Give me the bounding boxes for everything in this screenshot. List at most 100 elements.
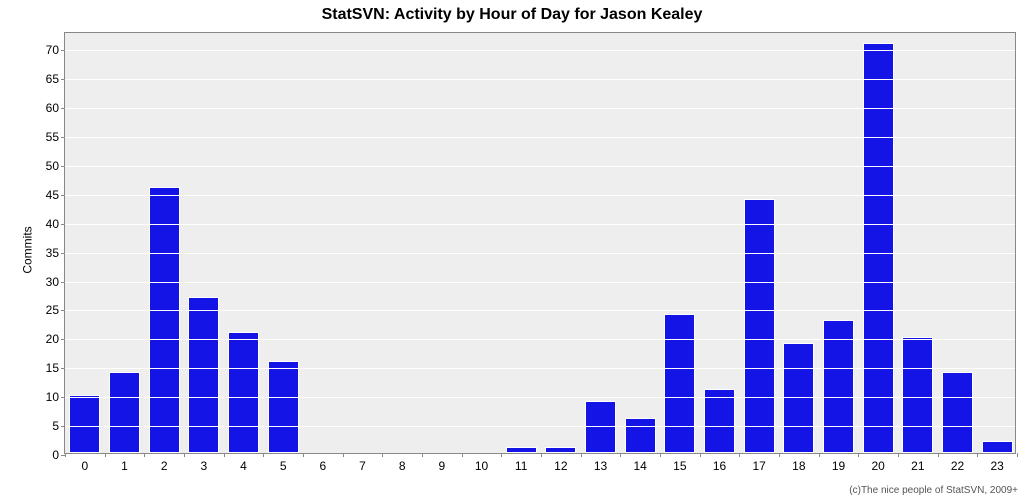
x-tick-label: 18 [792, 459, 805, 473]
y-tick-label: 60 [46, 101, 65, 115]
gridline [65, 397, 1015, 398]
bar [982, 441, 1013, 453]
y-tick-label: 10 [46, 390, 65, 404]
x-tick-label: 1 [121, 459, 128, 473]
x-tick-mark [422, 453, 423, 457]
y-tick-label: 0 [52, 448, 65, 462]
x-tick-mark [224, 453, 225, 457]
credit-text: (c)The nice people of StatSVN, 2009+ [849, 485, 1018, 496]
activity-by-hour-chart: StatSVN: Activity by Hour of Day for Jas… [0, 0, 1024, 500]
x-tick-label: 7 [359, 459, 366, 473]
bar [744, 199, 775, 453]
bar [228, 332, 259, 453]
y-tick-label: 25 [46, 303, 65, 317]
bar [942, 372, 973, 453]
x-tick-label: 17 [752, 459, 765, 473]
x-tick-label: 20 [871, 459, 884, 473]
gridline [65, 455, 1015, 456]
y-axis-label: Commits [21, 226, 35, 273]
x-tick-mark [144, 453, 145, 457]
bar [545, 447, 576, 453]
x-tick-mark [819, 453, 820, 457]
x-tick-label: 8 [399, 459, 406, 473]
x-tick-mark [938, 453, 939, 457]
x-tick-mark [660, 453, 661, 457]
x-tick-mark [1017, 453, 1018, 457]
x-tick-mark [501, 453, 502, 457]
y-tick-label: 35 [46, 246, 65, 260]
gridline [65, 50, 1015, 51]
y-tick-label: 70 [46, 43, 65, 57]
bar [188, 297, 219, 453]
bar [625, 418, 656, 453]
gridline [65, 166, 1015, 167]
x-tick-label: 9 [438, 459, 445, 473]
bar [109, 372, 140, 453]
x-tick-mark [382, 453, 383, 457]
x-tick-label: 3 [200, 459, 207, 473]
y-tick-label: 50 [46, 159, 65, 173]
y-tick-label: 15 [46, 361, 65, 375]
gridline [65, 368, 1015, 369]
y-tick-label: 40 [46, 217, 65, 231]
x-tick-label: 16 [713, 459, 726, 473]
gridline [65, 137, 1015, 138]
x-tick-label: 12 [554, 459, 567, 473]
x-tick-label: 4 [240, 459, 247, 473]
x-tick-mark [263, 453, 264, 457]
x-tick-label: 13 [594, 459, 607, 473]
gridline [65, 426, 1015, 427]
x-tick-label: 19 [832, 459, 845, 473]
x-tick-label: 14 [633, 459, 646, 473]
y-tick-label: 65 [46, 72, 65, 86]
x-tick-label: 11 [515, 459, 527, 473]
chart-title: StatSVN: Activity by Hour of Day for Jas… [0, 6, 1024, 24]
bar [902, 337, 933, 453]
gridline [65, 108, 1015, 109]
x-tick-mark [184, 453, 185, 457]
bar [149, 187, 180, 453]
x-tick-label: 23 [990, 459, 1003, 473]
bars-container [65, 33, 1015, 453]
bar [268, 361, 299, 453]
x-tick-label: 10 [475, 459, 488, 473]
x-tick-label: 0 [81, 459, 88, 473]
x-tick-label: 6 [319, 459, 326, 473]
y-tick-label: 30 [46, 275, 65, 289]
plot-area: 0510152025303540455055606570012345678910… [64, 32, 1016, 454]
x-tick-label: 21 [911, 459, 924, 473]
x-tick-mark [700, 453, 701, 457]
y-tick-label: 20 [46, 332, 65, 346]
gridline [65, 253, 1015, 254]
bar [664, 314, 695, 453]
x-tick-mark [65, 453, 66, 457]
bar [704, 389, 735, 453]
gridline [65, 282, 1015, 283]
x-tick-mark [739, 453, 740, 457]
x-tick-mark [105, 453, 106, 457]
x-tick-mark [620, 453, 621, 457]
gridline [65, 224, 1015, 225]
gridline [65, 195, 1015, 196]
x-tick-mark [898, 453, 899, 457]
x-tick-label: 22 [951, 459, 964, 473]
x-tick-mark [541, 453, 542, 457]
bar [69, 395, 100, 453]
x-tick-mark [343, 453, 344, 457]
x-tick-mark [977, 453, 978, 457]
y-tick-label: 5 [52, 419, 65, 433]
x-tick-label: 5 [280, 459, 287, 473]
gridline [65, 79, 1015, 80]
gridline [65, 310, 1015, 311]
gridline [65, 339, 1015, 340]
x-tick-mark [303, 453, 304, 457]
x-tick-mark [858, 453, 859, 457]
y-tick-label: 45 [46, 188, 65, 202]
x-tick-mark [462, 453, 463, 457]
bar [863, 43, 894, 453]
x-tick-mark [779, 453, 780, 457]
bar [506, 447, 537, 453]
x-tick-label: 2 [161, 459, 168, 473]
x-tick-label: 15 [673, 459, 686, 473]
x-tick-mark [581, 453, 582, 457]
